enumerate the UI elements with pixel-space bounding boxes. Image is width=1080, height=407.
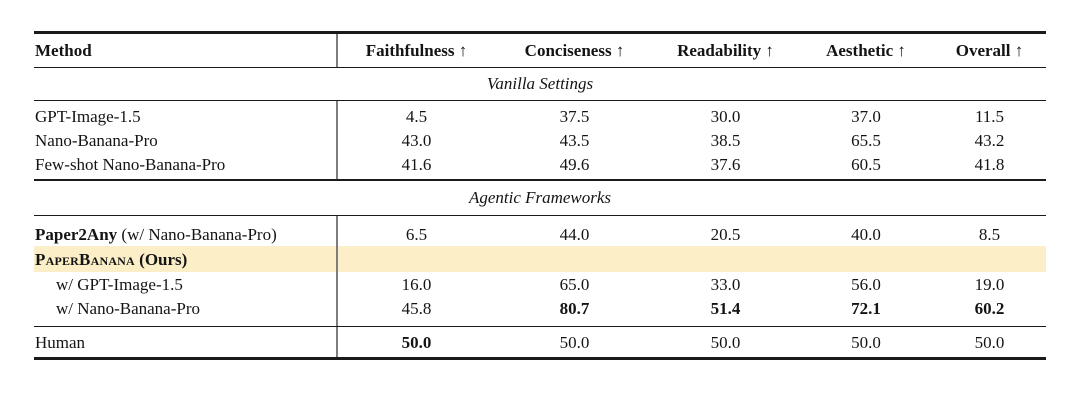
metric-value: 50.0 (559, 332, 590, 352)
method-label: Few-shot Nano-Banana-Pro (35, 154, 226, 174)
bottom-rule (34, 357, 1046, 360)
col-header-aesthetic: Aesthetic ↑ (826, 40, 906, 60)
metric-value-best: 80.7 (559, 298, 590, 318)
metric-value: 8.5 (978, 224, 1001, 244)
metric-value: 19.0 (974, 274, 1005, 294)
section-header-agentic-frameworks: Agentic Frameworks (468, 187, 612, 207)
results-table: Method Faithfulness ↑ Conciseness ↑ Read… (34, 31, 1046, 360)
col-header-readability: Readability ↑ (677, 40, 774, 60)
metric-value: 60.5 (851, 154, 881, 174)
metric-value: 50.0 (710, 332, 741, 352)
metric-value: 16.0 (401, 274, 432, 294)
metric-value-best: 51.4 (710, 298, 741, 318)
table-row-paper2any: Paper2Any (w/ Nano-Banana-Pro) 6.5 44.0 … (34, 222, 1046, 246)
table-row-paperbanana-ours-highlighted: PaperBanana (Ours) (34, 246, 1046, 273)
metric-value: 65.5 (851, 130, 881, 150)
metric-value: 43.0 (401, 130, 432, 150)
column-divider-line (336, 33, 338, 67)
col-header-faithfulness: Faithfulness ↑ (365, 40, 468, 60)
top-rule (34, 31, 1046, 34)
section-header-vanilla-settings: Vanilla Settings (486, 73, 594, 93)
table-row-human: Human 50.0 50.0 50.0 50.0 50.0 (34, 327, 1046, 357)
metric-value: 37.5 (559, 106, 590, 126)
human-row-block: Human 50.0 50.0 50.0 50.0 50.0 (34, 327, 1046, 358)
method-label: PaperBanana (Ours) (34, 251, 336, 268)
column-divider-line (336, 327, 338, 358)
mid-rule (34, 214, 1046, 217)
method-label: w/ GPT-Image-1.5 (56, 274, 183, 294)
metric-value: 20.5 (710, 224, 741, 244)
header-underline-rule (34, 66, 1046, 68)
table-row-gpt-image: GPT-Image-1.5 4.5 37.5 30.0 37.0 11.5 (34, 104, 1046, 128)
metric-value: 38.5 (710, 130, 741, 150)
agentic-rows-block: Paper2Any (w/ Nano-Banana-Pro) 6.5 44.0 … (34, 216, 1046, 327)
metric-value: 43.2 (974, 130, 1005, 150)
metric-value: 6.5 (405, 224, 428, 244)
method-label: Nano-Banana-Pro (35, 130, 158, 150)
method-label: GPT-Image-1.5 (35, 106, 141, 126)
metric-value: 56.0 (851, 274, 881, 294)
table-row-nano-banana-pro: Nano-Banana-Pro 43.0 43.5 38.5 65.5 43.2 (34, 128, 1046, 152)
metric-value: 4.5 (405, 106, 428, 126)
column-divider-line (336, 216, 338, 327)
table-row-ours-nano-banana-pro: w/ Nano-Banana-Pro 45.8 80.7 51.4 72.1 6… (34, 296, 1046, 320)
metric-value-best: 60.2 (974, 298, 1005, 318)
method-label: w/ Nano-Banana-Pro (56, 298, 200, 318)
metric-value: 37.0 (851, 106, 881, 126)
metric-value: 33.0 (710, 274, 741, 294)
header-block: Method Faithfulness ↑ Conciseness ↑ Read… (34, 33, 1046, 67)
metric-value: 44.0 (559, 224, 590, 244)
vanilla-rows-block: GPT-Image-1.5 4.5 37.5 30.0 37.0 11.5 Na… (34, 101, 1046, 180)
metric-value: 41.8 (974, 154, 1005, 174)
column-divider-line (336, 101, 338, 180)
metric-value-best: 50.0 (401, 332, 432, 352)
method-name-suffix: (Ours) (134, 249, 188, 269)
metric-value: 65.0 (559, 274, 590, 294)
metric-value: 49.6 (559, 154, 590, 174)
method-name-suffix: (w/ Nano-Banana-Pro) (117, 224, 277, 244)
metric-value: 40.0 (851, 224, 881, 244)
method-label: Paper2Any (w/ Nano-Banana-Pro) (34, 226, 336, 243)
metric-value: 30.0 (710, 106, 741, 126)
metric-value: 11.5 (974, 106, 1005, 126)
col-header-method: Method (35, 40, 92, 60)
metric-value: 41.6 (401, 154, 432, 174)
metric-value: 43.5 (559, 130, 590, 150)
metric-value-best: 72.1 (851, 298, 881, 318)
table-row-fewshot-nano-banana-pro: Few-shot Nano-Banana-Pro 41.6 49.6 37.6 … (34, 152, 1046, 176)
method-name-bold: Paper2Any (35, 224, 118, 244)
method-name-smallcaps: PaperBanana (35, 249, 135, 269)
metric-value: 37.6 (710, 154, 741, 174)
table-header-row: Method Faithfulness ↑ Conciseness ↑ Read… (34, 34, 1046, 67)
mid-rule (34, 179, 1046, 181)
mid-rule (34, 99, 1046, 102)
method-label: Human (35, 332, 86, 352)
mid-rule (34, 326, 1046, 328)
metric-value: 50.0 (851, 332, 881, 352)
metric-value: 45.8 (401, 298, 432, 318)
col-header-conciseness: Conciseness ↑ (524, 40, 625, 60)
table-row-ours-gpt-image: w/ GPT-Image-1.5 16.0 65.0 33.0 56.0 19.… (34, 272, 1046, 296)
metric-value: 50.0 (974, 332, 1005, 352)
col-header-overall: Overall ↑ (955, 40, 1024, 60)
